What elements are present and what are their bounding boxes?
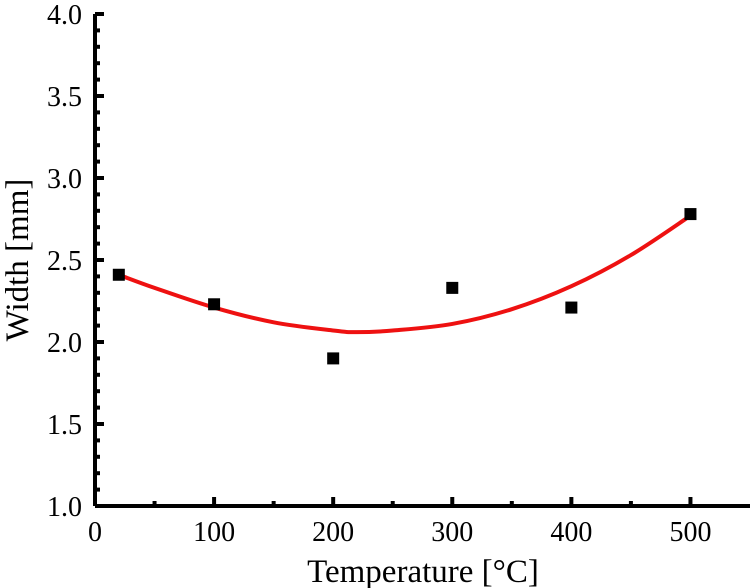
x-tick-label: 0 [88, 517, 102, 548]
series [112, 208, 697, 365]
tick-labels: 0 100 200 300 400 500 1.0 1.5 2.0 2.5 3.0 3.5 4.0 [47, 0, 711, 548]
data-point-marker [565, 301, 578, 314]
data-point-marker [327, 352, 340, 365]
x-tick-label: 100 [193, 517, 235, 548]
x-tick-label: 400 [550, 517, 592, 548]
y-tick-label: 2.5 [47, 246, 82, 277]
axes [93, 14, 750, 508]
y-tick-label: 3.0 [47, 164, 82, 195]
x-axis-title: Temperature [°C] [307, 554, 539, 588]
y-tick-label: 3.5 [47, 82, 82, 113]
data-point-marker [112, 268, 125, 281]
y-tick-label: 1.0 [47, 492, 82, 523]
y-tick-label: 4.0 [47, 0, 82, 31]
fit-curve-line [118, 214, 692, 335]
data-point-marker [684, 208, 697, 221]
data-point-marker [446, 281, 459, 294]
x-tick-label: 300 [431, 517, 473, 548]
y-tick-label: 2.0 [47, 328, 82, 359]
y-axis-title: Width [mm] [0, 179, 36, 342]
data-point-marker [208, 298, 221, 311]
x-tick-label: 500 [669, 517, 711, 548]
ticks [93, 12, 693, 508]
x-tick-label: 200 [312, 517, 354, 548]
y-tick-label: 1.5 [47, 410, 82, 441]
